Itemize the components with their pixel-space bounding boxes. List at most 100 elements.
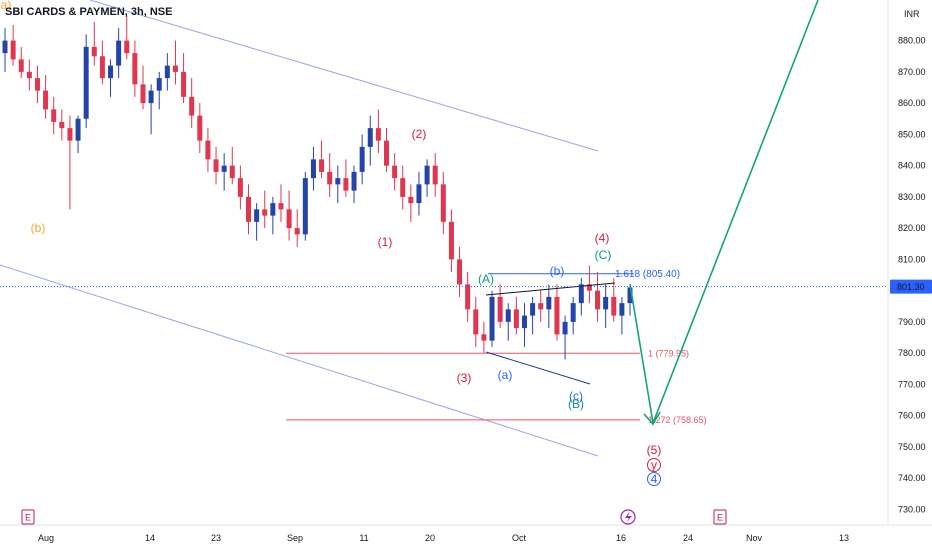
candle bbox=[67, 115, 73, 210]
triangle-lower-line bbox=[485, 351, 591, 385]
candle bbox=[75, 115, 81, 154]
grid bbox=[0, 0, 932, 526]
candle bbox=[156, 71, 162, 110]
candle-body bbox=[538, 303, 544, 310]
candle-body bbox=[505, 309, 511, 322]
candle bbox=[627, 284, 633, 316]
earnings-event-icon: E bbox=[21, 509, 35, 525]
candle bbox=[586, 265, 592, 304]
candle-body bbox=[156, 78, 162, 91]
candle-body bbox=[246, 196, 252, 222]
candle bbox=[595, 271, 601, 322]
candle bbox=[335, 165, 341, 204]
candlesticks[interactable] bbox=[2, 15, 633, 360]
projection-line bbox=[629, 0, 819, 427]
wave-label: (B) bbox=[568, 397, 584, 411]
candle bbox=[278, 184, 284, 222]
candle bbox=[546, 284, 552, 329]
wave-label: (2) bbox=[412, 127, 427, 141]
candle-body bbox=[262, 209, 268, 216]
candle bbox=[294, 209, 300, 247]
candle bbox=[481, 321, 487, 354]
candle bbox=[570, 296, 576, 335]
price-tick-label: 880.00 bbox=[898, 36, 926, 46]
projection-arrowhead bbox=[643, 411, 661, 426]
earnings-icon-frame bbox=[713, 509, 727, 525]
dividend-icon-bolt bbox=[625, 511, 632, 523]
candle bbox=[530, 296, 536, 335]
candle-body bbox=[2, 40, 8, 54]
candle-body bbox=[603, 296, 609, 310]
candle bbox=[99, 40, 105, 85]
wave-label: (b) bbox=[550, 264, 565, 278]
wave-label: (c) bbox=[569, 389, 583, 403]
candle bbox=[351, 165, 357, 204]
candle bbox=[367, 115, 373, 166]
candle-body bbox=[570, 303, 576, 322]
price-tick-label: 780.00 bbox=[898, 348, 926, 358]
candle bbox=[375, 109, 381, 154]
wave-label: y bbox=[651, 458, 657, 472]
price-tick-label: 750.00 bbox=[898, 442, 926, 452]
candle-body bbox=[213, 159, 219, 172]
candle bbox=[91, 21, 97, 66]
candle-body bbox=[343, 178, 349, 191]
candle-body bbox=[18, 59, 24, 72]
earnings-icon-letter: E bbox=[25, 513, 31, 523]
time-tick-label: 24 bbox=[683, 533, 693, 543]
candle-body bbox=[59, 121, 65, 129]
price-tick-label: 870.00 bbox=[898, 67, 926, 77]
candle-body bbox=[302, 178, 308, 235]
candle bbox=[197, 103, 203, 154]
candle bbox=[310, 146, 316, 191]
candle-body bbox=[327, 171, 333, 185]
candle bbox=[132, 40, 138, 97]
candle bbox=[538, 290, 544, 322]
candle bbox=[246, 184, 252, 235]
candle bbox=[229, 146, 235, 185]
earnings-event-icon: E bbox=[713, 509, 727, 525]
price-tick-label: 850.00 bbox=[898, 129, 926, 139]
price-axis[interactable]: INR 880.00 870.00 860.00 850.00 840.00 830.00 8… bbox=[0, 9, 932, 514]
fib-levels: 1.618 (805.40) 1 (779.95) 1.272 (758.65) bbox=[286, 269, 707, 425]
candle bbox=[489, 290, 495, 347]
candle-body bbox=[132, 53, 138, 85]
candle bbox=[213, 146, 219, 185]
candle-body bbox=[489, 296, 495, 341]
time-axis[interactable]: Aug 14 23 Sep 11 20 Oct 16 24 Nov 13 bbox=[38, 533, 849, 543]
candle-body bbox=[294, 228, 300, 235]
candle-body bbox=[181, 71, 187, 97]
channel-lines bbox=[0, 0, 599, 457]
candle bbox=[505, 303, 511, 341]
candle bbox=[521, 303, 527, 347]
wave-label: (3) bbox=[457, 371, 472, 385]
candle-body bbox=[172, 65, 178, 72]
wave-labels: a) (b) (1) (2) (3) (4) (C) (A) (B) (b) (a) (c) (5)y4 bbox=[1, 0, 661, 486]
candle-body bbox=[619, 303, 625, 316]
candle-body bbox=[481, 334, 487, 341]
last-price-value: 801.30 bbox=[897, 282, 925, 292]
time-tick-label: 13 bbox=[839, 533, 849, 543]
candle-body bbox=[497, 296, 503, 322]
candle-body bbox=[627, 287, 633, 304]
candle-body bbox=[400, 178, 406, 197]
candle bbox=[51, 96, 57, 135]
candle bbox=[124, 15, 130, 60]
candle bbox=[83, 34, 89, 129]
candle-body bbox=[51, 109, 57, 122]
candle-body bbox=[99, 56, 105, 79]
candle bbox=[562, 315, 568, 360]
currency-label: INR bbox=[904, 9, 920, 19]
channel-upper-line bbox=[89, 0, 599, 152]
price-tick-label: 740.00 bbox=[898, 473, 926, 483]
candle bbox=[254, 203, 260, 241]
candle-body bbox=[189, 96, 195, 116]
candle-body bbox=[473, 309, 479, 335]
wave-label: (b) bbox=[31, 221, 46, 235]
fib-label-1618: 1.618 (805.40) bbox=[615, 269, 680, 280]
candle bbox=[237, 165, 243, 210]
candle-body bbox=[116, 40, 122, 66]
